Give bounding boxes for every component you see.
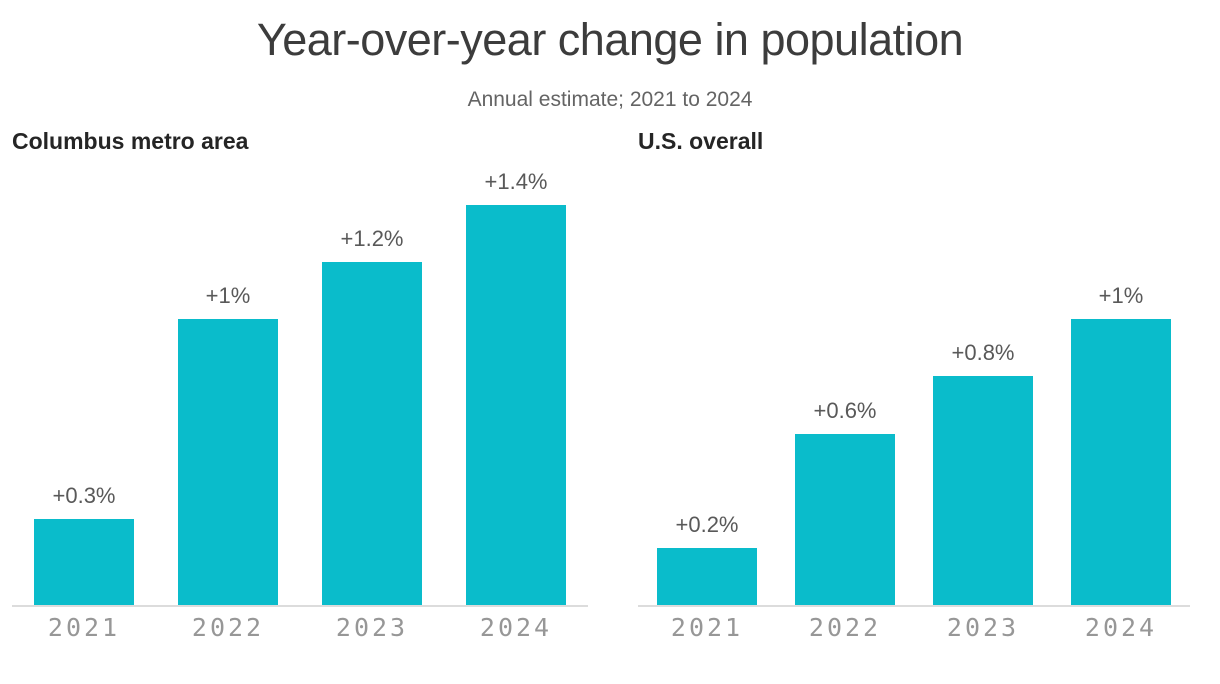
bar-group-2022: +1% (156, 283, 300, 605)
bar (657, 548, 757, 605)
panel-columbus: Columbus metro area +0.3% +1% +1.2% +1.4% 2… (0, 128, 610, 642)
chart-panels: Columbus metro area +0.3% +1% +1.2% +1.4% 2… (0, 128, 1220, 642)
bar-group-2023: +0.8% (914, 340, 1052, 605)
x-tick-label: 2022 (808, 613, 882, 642)
bar (322, 262, 422, 605)
bar-value-label: +1% (205, 283, 251, 308)
bar (795, 434, 895, 605)
bar (933, 376, 1033, 605)
bar-value-label: +0.2% (675, 512, 739, 537)
bar-value-label: +0.6% (813, 398, 877, 423)
bar-value-label: +1.2% (340, 226, 404, 251)
x-tick-label: 2023 (946, 613, 1020, 642)
bar-group-2024: +1.4% (444, 169, 588, 605)
bar-value-label: +1% (1098, 283, 1144, 308)
bar (34, 519, 134, 605)
tick-slot: 2022 (156, 613, 300, 642)
chart-title: Year-over-year change in population (256, 14, 964, 65)
x-tick-label: 2024 (1084, 613, 1158, 642)
bar-group-2021: +0.3% (12, 483, 156, 605)
panel-title-columbus: Columbus metro area (12, 128, 249, 154)
x-tick-label: 2021 (670, 613, 744, 642)
tick-slot: 2021 (12, 613, 156, 642)
tick-slot: 2024 (444, 613, 588, 642)
x-tick-label: 2022 (191, 613, 265, 642)
bar (466, 205, 566, 605)
chart-subtitle: Annual estimate; 2021 to 2024 (467, 88, 753, 111)
bar-value-label: +0.3% (52, 483, 116, 508)
x-tick-label: 2024 (479, 613, 553, 642)
tick-slot: 2023 (914, 613, 1052, 642)
bar (1071, 319, 1171, 605)
panel-title-us-overall: U.S. overall (638, 128, 764, 154)
bar (178, 319, 278, 605)
tick-slot: 2022 (776, 613, 914, 642)
bar-group-2024: +1% (1052, 283, 1190, 605)
bar-plot-columbus: +0.3% +1% +1.2% +1.4% (12, 160, 588, 607)
bar-value-label: +1.4% (484, 169, 548, 194)
bar-value-label: +0.8% (951, 340, 1015, 365)
panel-us-overall: U.S. overall +0.2% +0.6% +0.8% +1% 2021 2022… (610, 128, 1220, 642)
bar-group-2023: +1.2% (300, 226, 444, 605)
tick-slot: 2024 (1052, 613, 1190, 642)
x-tick-label: 2023 (335, 613, 409, 642)
bar-group-2022: +0.6% (776, 398, 914, 605)
x-tick-label: 2021 (47, 613, 121, 642)
x-axis-ticks-columbus: 2021 2022 2023 2024 (12, 613, 588, 642)
bar-group-2021: +0.2% (638, 512, 776, 605)
bar-plot-us-overall: +0.2% +0.6% +0.8% +1% (638, 160, 1190, 607)
tick-slot: 2023 (300, 613, 444, 642)
x-axis-ticks-us-overall: 2021 2022 2023 2024 (638, 613, 1190, 642)
tick-slot: 2021 (638, 613, 776, 642)
